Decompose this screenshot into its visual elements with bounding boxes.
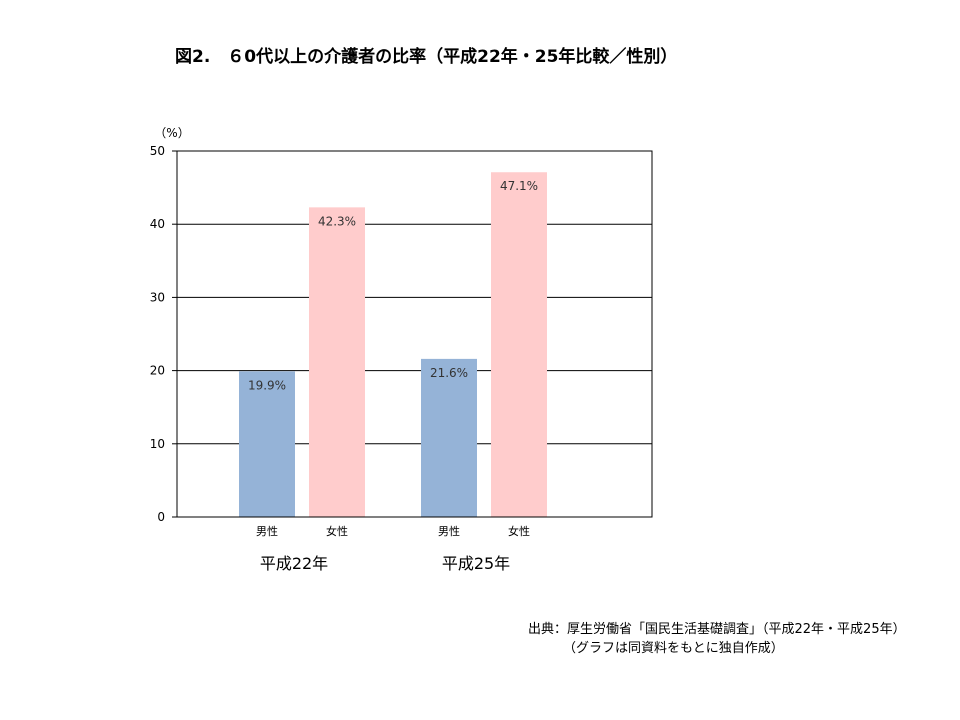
group-label: 平成22年 <box>260 554 328 573</box>
x-tick-label: 男性 <box>438 524 460 538</box>
bar <box>491 172 547 517</box>
chart-title: 図2. ６0代以上の介護者の比率（平成22年・25年比較／性別） <box>175 47 678 67</box>
x-tick-label: 女性 <box>508 524 530 538</box>
y-unit-label: （%） <box>154 126 189 140</box>
x-tick-label: 女性 <box>326 524 348 538</box>
plot-border <box>176 150 653 518</box>
bar <box>239 371 295 517</box>
y-tick-label: 20 <box>150 364 165 378</box>
bar <box>309 207 365 517</box>
data-label: 21.6% <box>430 366 468 380</box>
y-tick-label: 10 <box>150 437 165 451</box>
y-tick-label: 40 <box>150 217 165 231</box>
y-tick-label: 30 <box>150 290 165 304</box>
y-tick-label: 50 <box>150 144 165 158</box>
source-note: （グラフは同資料をもとに独自作成） <box>563 641 784 656</box>
data-label: 19.9% <box>248 378 286 392</box>
y-tick-label: 0 <box>157 510 165 524</box>
data-label: 42.3% <box>318 214 356 228</box>
data-label: 47.1% <box>500 179 538 193</box>
x-tick-label: 男性 <box>256 524 278 538</box>
bar <box>421 358 477 517</box>
group-label: 平成25年 <box>442 554 510 573</box>
source-citation: 出典：厚生労働省「国民生活基礎調査」（平成22年・平成25年） <box>528 622 906 637</box>
